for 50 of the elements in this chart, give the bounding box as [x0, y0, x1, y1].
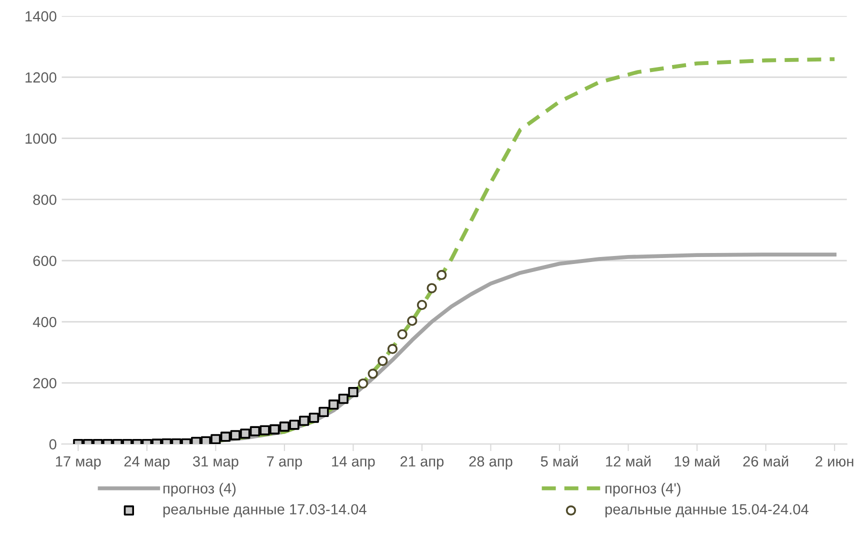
y-tick-label: 0	[49, 439, 56, 450]
x-tick-label: 14 апр	[332, 456, 375, 470]
point	[279, 422, 290, 432]
point	[230, 430, 240, 440]
x-tick-label: 17 мар	[56, 456, 101, 470]
legend-label: реальные данные 17.03-14.04	[163, 504, 366, 518]
x-tick-label: 7 апр	[267, 456, 302, 470]
legend-label: реальные данные 15.04-24.04	[605, 504, 808, 518]
x-tick-label: 2 июн	[816, 456, 854, 467]
x-tick-label: 26 май	[743, 456, 788, 467]
point	[378, 356, 388, 366]
x-tick-label: 19 май	[674, 456, 720, 467]
y-tick-label: 800	[33, 194, 56, 205]
point	[368, 368, 378, 379]
point	[407, 316, 418, 326]
point	[318, 406, 329, 418]
point	[397, 329, 408, 340]
y-tick-label: 1000	[26, 133, 56, 144]
x-tick-label: 21 апр	[400, 456, 444, 470]
point	[200, 436, 211, 444]
point	[240, 428, 250, 439]
point	[348, 387, 358, 398]
y-tick-label: 1200	[26, 72, 56, 83]
point	[416, 300, 428, 310]
point	[308, 412, 319, 423]
legend-label: прогноз (4')	[606, 482, 680, 496]
x-tick-label: 31 мар	[192, 456, 238, 470]
y-tick-label: 600	[33, 256, 56, 266]
point	[387, 344, 398, 354]
y-tick-label: 200	[33, 378, 56, 388]
y-tick-label: 1400	[26, 11, 56, 22]
point	[358, 378, 368, 389]
x-tick-label: 5 май	[540, 456, 578, 467]
point	[299, 416, 310, 426]
y-tick-label: 400	[32, 316, 56, 328]
legend-label: прогноз (4)	[163, 482, 236, 496]
x-tick-label: 24 мар	[124, 456, 170, 470]
point	[289, 420, 300, 430]
point	[190, 436, 202, 444]
point	[260, 425, 270, 436]
point	[426, 283, 437, 294]
point	[328, 400, 339, 410]
point	[220, 432, 231, 442]
point	[270, 424, 280, 434]
x-tick-label: 28 апр	[469, 456, 512, 470]
x-tick-label: 12 май	[606, 456, 651, 467]
point	[210, 434, 221, 444]
point	[436, 270, 447, 280]
point	[338, 394, 348, 404]
point	[250, 426, 260, 436]
